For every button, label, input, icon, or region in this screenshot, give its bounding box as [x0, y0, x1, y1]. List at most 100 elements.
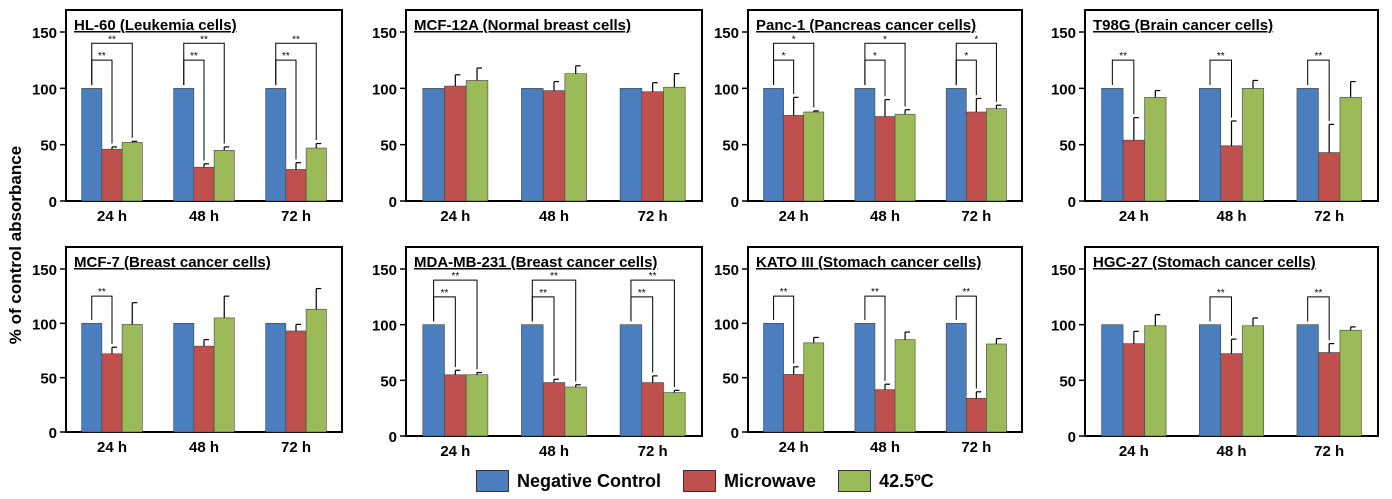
y-tick-label: 0: [49, 194, 57, 211]
significance-bracket: [91, 42, 133, 138]
x-tick-label: 48 h: [1216, 443, 1246, 460]
significance-label: *: [883, 34, 887, 45]
y-axis-label-text: % of control absorbance: [6, 145, 25, 345]
y-tick-label: 100: [372, 81, 397, 98]
y-tick-label: 0: [389, 194, 397, 211]
significance-label: **: [962, 287, 970, 298]
y-tick-label: 0: [731, 425, 739, 442]
chart-panel-2: 0 50 100 150 Panc-1 (Pancreas cancer cells) 2…: [714, 9, 1023, 225]
bar: [1101, 324, 1124, 437]
significance-label: **: [871, 287, 879, 298]
panel-title: HL-60 (Leukemia cells): [74, 17, 237, 34]
chart-panel-7: 0 50 100 150 HGC-27 (Stomach cancer cells) 24…: [1051, 246, 1379, 460]
bar: [874, 389, 896, 433]
bar: [1101, 88, 1124, 202]
x-tick-label: 24 h: [779, 439, 809, 456]
significance-label: **: [108, 34, 116, 45]
bar: [986, 343, 1007, 433]
x-tick-label: 24 h: [440, 443, 470, 460]
bar: [1122, 343, 1145, 437]
x-tick-label: 72 h: [638, 443, 668, 460]
bar: [945, 88, 967, 202]
bar: [305, 308, 327, 433]
bar: [521, 324, 544, 437]
bar: [1318, 352, 1341, 437]
y-tick-label: 100: [1051, 81, 1076, 98]
significance-label: **: [550, 271, 558, 282]
bar: [763, 88, 784, 202]
bar: [783, 115, 805, 202]
chart-panel-1: 0 50 100 150 MCF-12A (Normal breast cells) 24…: [372, 9, 703, 225]
bar: [121, 142, 143, 202]
x-tick-label: 48 h: [1216, 208, 1246, 225]
y-tick-label: 50: [40, 138, 57, 155]
bar: [854, 323, 876, 433]
panel-title: MCF-12A (Normal breast cells): [414, 17, 631, 34]
bar: [1318, 152, 1341, 202]
significance-bracket: [773, 42, 815, 108]
legend-item-control: Negative Control: [476, 470, 661, 492]
bar: [1220, 353, 1243, 437]
legend-swatch-microwave: [683, 470, 717, 492]
y-tick-label: 150: [714, 262, 739, 279]
x-tick-label: 72 h: [1314, 208, 1344, 225]
legend-label-microwave: Microwave: [724, 470, 817, 491]
significance-label: **: [282, 51, 290, 62]
bar: [641, 91, 664, 202]
y-tick-label: 150: [32, 25, 57, 42]
y-tick-label: 50: [722, 138, 739, 155]
bar: [265, 88, 287, 202]
y-tick-label: 150: [372, 262, 397, 279]
bar: [422, 88, 445, 202]
bar: [1198, 88, 1222, 202]
bar: [81, 88, 103, 202]
bar: [965, 111, 987, 202]
x-tick-label: 48 h: [870, 208, 900, 225]
bar: [465, 374, 489, 437]
bar: [193, 166, 215, 202]
significance-label: **: [1217, 288, 1225, 299]
bar: [874, 116, 896, 202]
significance-label: **: [649, 271, 657, 282]
x-tick-label: 48 h: [539, 443, 569, 460]
legend-item-heat: 42.5ºC: [838, 470, 934, 492]
significance-label: *: [964, 51, 968, 62]
bar: [641, 382, 664, 437]
panel-title: KATO III (Stomach cancer cells): [756, 254, 981, 271]
legend-item-microwave: Microwave: [683, 470, 816, 492]
x-tick-label: 48 h: [189, 208, 219, 225]
significance-bracket: [1307, 296, 1330, 341]
bar: [173, 88, 195, 202]
bar: [564, 386, 587, 437]
bar: [803, 111, 825, 202]
bar: [213, 317, 235, 433]
bar: [444, 374, 467, 437]
x-tick-label: 48 h: [870, 439, 900, 456]
y-tick-label: 150: [372, 25, 397, 42]
bar: [213, 150, 235, 202]
legend-swatch-control: [476, 470, 509, 492]
y-tick-label: 100: [372, 318, 397, 335]
bar: [1339, 97, 1362, 202]
significance-bracket: [1209, 59, 1232, 118]
panel-title: T98G (Brain cancer cells): [1093, 17, 1273, 34]
significance-bracket: [1307, 59, 1330, 122]
bar: [663, 392, 686, 437]
significance-bracket: [275, 42, 317, 141]
significance-bracket: [630, 279, 675, 388]
y-tick-label: 100: [714, 316, 739, 333]
y-tick-label: 0: [1068, 194, 1076, 211]
significance-label: **: [1315, 288, 1323, 299]
bar: [1198, 324, 1222, 437]
y-tick-label: 100: [32, 81, 57, 98]
x-tick-label: 48 h: [189, 439, 219, 456]
bar: [521, 88, 544, 202]
x-tick-label: 24 h: [1119, 443, 1149, 460]
x-tick-label: 24 h: [779, 208, 809, 225]
y-tick-label: 100: [32, 316, 57, 333]
bar: [542, 382, 566, 437]
bar: [285, 169, 307, 202]
significance-label: **: [98, 287, 106, 298]
x-tick-label: 72 h: [961, 439, 991, 456]
